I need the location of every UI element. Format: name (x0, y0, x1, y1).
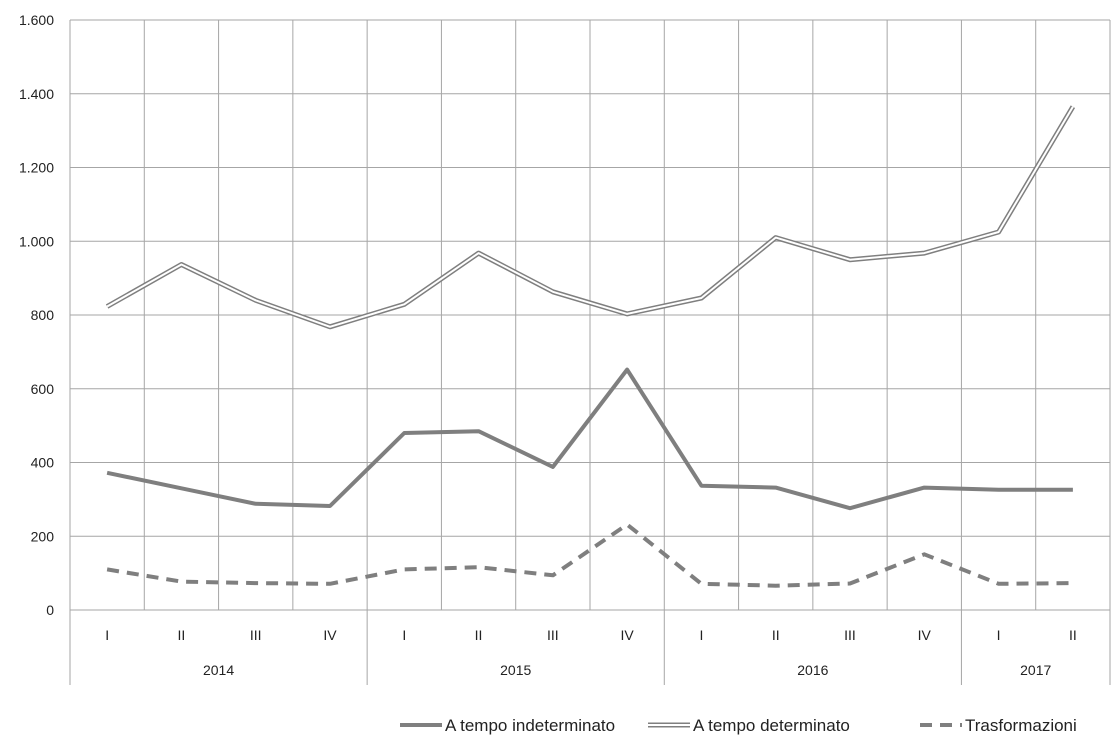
x-tick-label: II (1069, 627, 1077, 643)
y-tick-label: 1.400 (19, 86, 54, 102)
gridlines (69, 19, 1111, 611)
x-tick-label: III (547, 627, 559, 643)
y-tick-label: 1.600 (19, 12, 54, 28)
series-lines (105, 105, 1076, 588)
y-tick-label: 0 (46, 602, 54, 618)
y-tick-label: 1.200 (19, 160, 54, 176)
y-tick-label: 200 (31, 528, 55, 544)
x-tick-label: I (997, 627, 1001, 643)
x-tick-label: II (475, 627, 483, 643)
legend-label: A tempo indeterminato (445, 716, 615, 735)
x-tick-label: II (178, 627, 186, 643)
legend-label: Trasformazioni (965, 716, 1077, 735)
x-tick-label: IV (918, 627, 932, 643)
y-axis-tick-labels: 0 200 400 600 800 1.000 1.200 1.400 1.600 (19, 12, 54, 618)
x-tick-label: II (772, 627, 780, 643)
x-tick-label: I (699, 627, 703, 643)
y-tick-label: 800 (31, 307, 55, 323)
series-line-indeterminato (106, 367, 1073, 511)
y-tick-label: 1.000 (19, 233, 54, 249)
x-tick-label: I (105, 627, 109, 643)
x-year-label: 2016 (797, 662, 828, 678)
x-year-label: 2014 (203, 662, 234, 678)
x-tick-label: III (250, 627, 262, 643)
y-tick-label: 600 (31, 381, 55, 397)
series-line-determinato-inner (106, 106, 1074, 328)
x-tick-label: IV (621, 627, 635, 643)
legend: A tempo indeterminato A tempo determinato… (400, 716, 1077, 735)
legend-label: A tempo determinato (693, 716, 850, 735)
x-tick-label: I (402, 627, 406, 643)
series-line-trasformazioni (106, 522, 1073, 588)
y-tick-label: 400 (31, 455, 55, 471)
x-year-label: 2017 (1020, 662, 1051, 678)
x-tick-label: III (844, 627, 856, 643)
x-tick-label: IV (323, 627, 337, 643)
x-year-label: 2015 (500, 662, 531, 678)
